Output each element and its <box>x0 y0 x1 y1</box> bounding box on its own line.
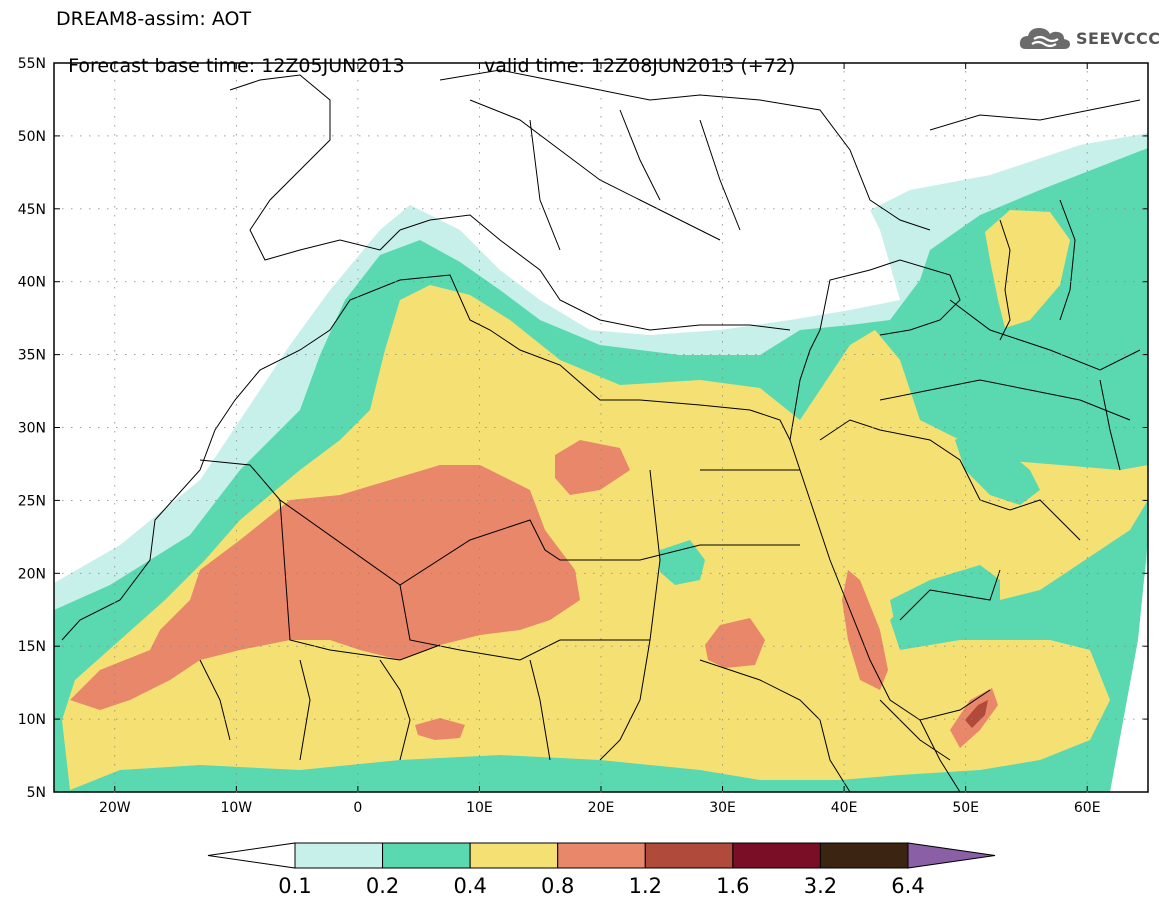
lat-tick-label: 10N <box>18 712 46 728</box>
colorbar-label: 0.1 <box>278 874 311 898</box>
lat-tick-label: 15N <box>18 639 46 655</box>
lat-tick-label: 20N <box>18 566 46 582</box>
valid-time-label: valid time: 12Z08JUN2013 (+72) <box>484 55 796 77</box>
lat-tick-label: 35N <box>18 348 46 364</box>
colorbar-arrow-high <box>907 842 996 869</box>
coastlines <box>61 69 1141 792</box>
aot-contour-0.8-libya <box>555 440 630 495</box>
seevccc-logo: SEEVCCC <box>1018 22 1161 54</box>
lon-tick-label: 20W <box>99 800 131 816</box>
lon-tick-label: 40E <box>831 800 858 816</box>
colorbar-label: 6.4 <box>891 874 924 898</box>
cloud-logo-icon <box>1019 28 1070 49</box>
lat-tick-label: 45N <box>18 202 46 218</box>
colorbar-label: 0.8 <box>541 874 574 898</box>
lat-tick-label: 50N <box>18 129 46 145</box>
colorbar-box <box>732 842 821 869</box>
colorbar-label: 3.2 <box>804 874 837 898</box>
colorbar-label: 0.4 <box>453 874 486 898</box>
map-subtitle: Forecast base time: 12Z05JUN2013 valid ti… <box>56 33 795 77</box>
lon-tick-label: 10W <box>220 800 252 816</box>
colorbar-box <box>819 842 909 869</box>
lon-tick-label: 10E <box>466 800 493 816</box>
lon-tick-label: 0 <box>353 800 362 816</box>
axis-ticks: 5N 10N 15N 20N 25N 30N 35N 40N 45N 50N 55N 20W 10W 0 1… <box>18 56 1148 816</box>
colorbar-box <box>382 842 471 869</box>
lon-tick-label: 30E <box>709 800 736 816</box>
colorbar: 0.1 0.2 0.4 0.8 1.2 1.6 3.2 6.4 <box>207 842 996 898</box>
colorbar-box <box>557 842 646 869</box>
lon-tick-label: 60E <box>1074 800 1101 816</box>
aot-contour-0.2-arabia <box>890 565 1000 635</box>
colorbar-box <box>644 842 734 869</box>
aot-contour-0.2-persian-gulf <box>955 430 1040 505</box>
lon-tick-label: 50E <box>952 800 979 816</box>
aot-contour-0.2-egypt <box>660 540 705 585</box>
lat-tick-label: 40N <box>18 275 46 291</box>
colorbar-box <box>469 842 559 869</box>
colorbar-arrow-low <box>207 842 296 869</box>
logo-text: SEEVCCC <box>1076 28 1161 48</box>
lat-tick-label: 25N <box>18 493 46 509</box>
aot-contour-0.8-nigeria <box>415 718 465 740</box>
colorbar-box <box>294 842 384 869</box>
lat-tick-label: 5N <box>27 785 46 801</box>
map-title: DREAM8-assim: AOT <box>56 8 252 30</box>
base-time-label: Forecast base time: 12Z05JUN2013 <box>68 55 405 77</box>
aot-contour-1.2-somalia <box>965 700 988 728</box>
lon-tick-label: 20E <box>588 800 615 816</box>
lat-tick-label: 30N <box>18 421 46 437</box>
aot-contour-0.8-sudan <box>705 618 765 668</box>
colorbar-label: 0.2 <box>366 874 399 898</box>
colorbar-label: 1.6 <box>716 874 749 898</box>
colorbar-label: 1.2 <box>629 874 662 898</box>
aot-contour-0.8-sahara <box>70 465 580 710</box>
lat-tick-label: 55N <box>18 56 46 72</box>
aot-contour-0.8-redsea <box>842 570 888 690</box>
